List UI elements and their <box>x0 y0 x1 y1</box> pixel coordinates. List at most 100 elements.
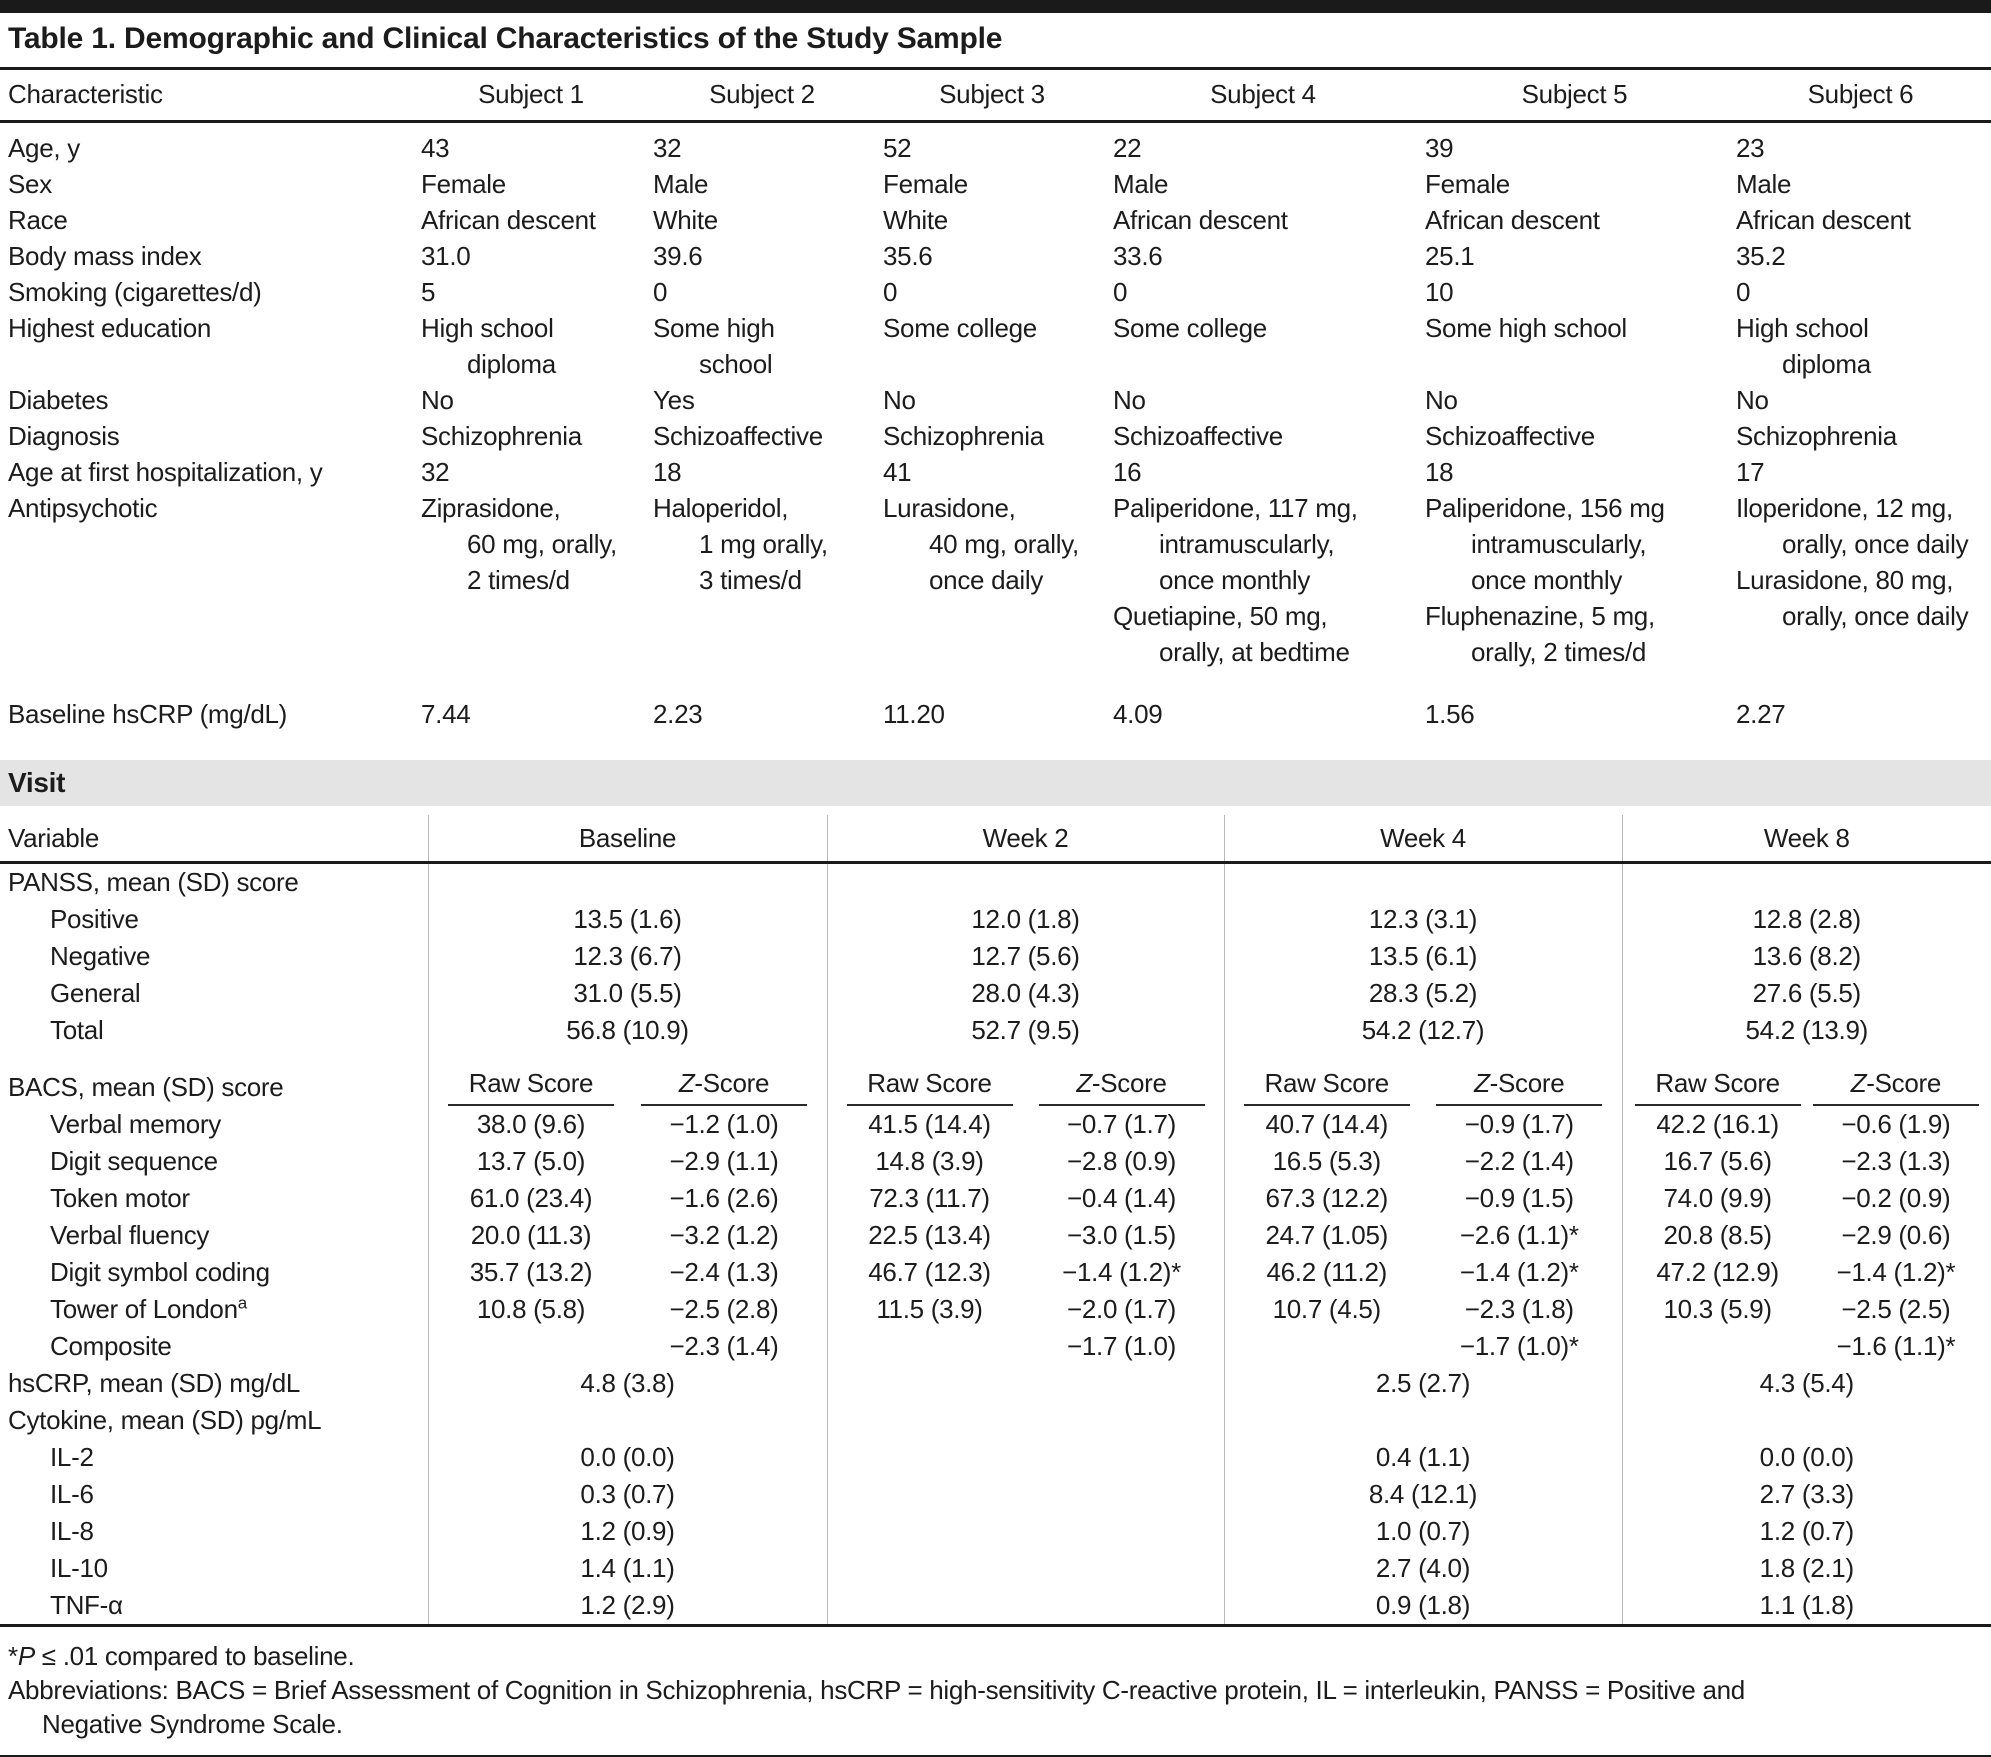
visit-cell: 4.8 (3.8) <box>427 1365 827 1402</box>
visit-cell: 40.7 (14.4) −0.9 (1.7) <box>1223 1106 1622 1143</box>
z-score-subheader: Z-Score <box>1812 1065 1979 1106</box>
demographics-cell: Some college <box>1107 310 1419 382</box>
demographics-cell: High school diploma <box>415 310 647 382</box>
z-score-subheader: Z-Score <box>1436 1065 1603 1106</box>
visit-header-row: Variable Baseline Week 2 Week 4 Week 8 <box>0 815 1991 864</box>
visit-section-label: Visit <box>8 767 66 798</box>
visit-cell: 27.6 (5.5) <box>1621 975 1991 1012</box>
raw-score-value: 72.3 (11.7) <box>869 1183 990 1213</box>
demographics-cell: 52 <box>877 122 1107 167</box>
visit-row: hsCRP, mean (SD) mg/dL 4.8 (3.8) 2.5 (2.7)… <box>0 1365 1991 1402</box>
cell-text: 17 <box>1736 457 1765 487</box>
demographics-cell: 22 <box>1107 122 1419 167</box>
visit-cell: 0.0 (0.0) <box>1621 1439 1991 1476</box>
visit-row: Digit sequence 13.7 (5.0) −2.9 (1.1) 14.8 (… <box>0 1143 1991 1180</box>
visit-cell: −1.6 (1.1)* <box>1621 1328 1991 1365</box>
z-score-value: −2.6 (1.1)* <box>1459 1220 1579 1250</box>
demographics-cell: Paliperidone, 156 mg intramuscularly, on… <box>1419 490 1730 670</box>
cell-text: Schizoaffective <box>1425 421 1595 451</box>
raw-z-pair: 10.8 (5.8) −2.5 (2.8) <box>435 1291 821 1328</box>
z-score-value: −0.6 (1.9) <box>1841 1109 1951 1139</box>
visit-row: Negative 12.3 (6.7) 12.7 (5.6) 13.5 (6.1) 13… <box>0 938 1991 975</box>
visit-cell: 74.0 (9.9) −0.2 (0.9) <box>1621 1180 1991 1217</box>
visit-cell <box>826 1587 1224 1624</box>
footnote-asterisk: * <box>8 1641 18 1671</box>
visit-row: IL-8 1.2 (0.9) 1.0 (0.7) 1.2 (0.7) <box>0 1513 1991 1550</box>
z-letter: Z <box>1474 1068 1490 1098</box>
visit-cell: 54.2 (12.7) <box>1223 1012 1622 1049</box>
raw-score-value: 67.3 (12.2) <box>1265 1183 1389 1213</box>
cell-text: Schizophrenia <box>883 421 1044 451</box>
visit-cell: 67.3 (12.2) −0.9 (1.5) <box>1223 1180 1622 1217</box>
z-score-value: −1.7 (1.0)* <box>1459 1331 1579 1361</box>
row-label: Diabetes <box>8 385 109 415</box>
row-label: Baseline hsCRP (mg/dL) <box>8 699 288 729</box>
z-letter: Z <box>1850 1068 1867 1098</box>
raw-z-pair: 67.3 (12.2) −0.9 (1.5) <box>1231 1180 1616 1217</box>
demographics-cell: 5 <box>415 274 647 310</box>
visit-cell: 1.4 (1.1) <box>427 1550 827 1587</box>
demographics-cell: 1.56 <box>1419 670 1730 732</box>
cell-text: 0 <box>883 277 898 307</box>
cell-text: Haloperidol, 1 mg orally, 3 times/d <box>653 493 828 595</box>
demographics-row: Diagnosis Schizophrenia Schizoaffective Sch… <box>0 418 1991 454</box>
visit-cell: Raw Score Z-Score <box>427 1049 827 1106</box>
visit-cell <box>1223 862 1622 901</box>
row-label: Digit symbol coding <box>50 1257 270 1287</box>
row-label: Race <box>8 205 68 235</box>
raw-z-pair: 16.7 (5.6) −2.3 (1.3) <box>1629 1143 1986 1180</box>
visit-cell <box>1621 1402 1991 1439</box>
demographics-cell: No <box>415 382 647 418</box>
row-label: Cytokine, mean (SD) pg/mL <box>8 1405 322 1435</box>
z-score-subheader-cell: Z-Score <box>1423 1065 1616 1106</box>
row-label: Positive <box>50 904 139 934</box>
cell-text: No <box>1113 385 1146 415</box>
z-rest: -Score <box>1489 1068 1565 1098</box>
z-score-subheader-cell: Z-Score <box>1026 1065 1218 1106</box>
column-header-subject-3: Subject 3 <box>877 70 1107 123</box>
column-header-visit-1: Baseline <box>427 815 827 864</box>
visit-cell: 16.5 (5.3) −2.2 (1.4) <box>1223 1143 1622 1180</box>
demographics-cell: Male <box>1730 166 1991 202</box>
cell-text: 10 <box>1425 277 1454 307</box>
demographics-cell: 0 <box>1107 274 1419 310</box>
visit-cell: Raw Score Z-Score <box>1223 1049 1622 1106</box>
raw-z-pair: 24.7 (1.05) −2.6 (1.1)* <box>1231 1217 1616 1254</box>
demographics-cell: 4.09 <box>1107 670 1419 732</box>
raw-score-value: 16.5 (5.3) <box>1272 1146 1382 1176</box>
visit-cell: 1.2 (0.7) <box>1621 1513 1991 1550</box>
demographics-cell: No <box>1419 382 1730 418</box>
demographics-cell: No <box>1107 382 1419 418</box>
z-score-value: −0.7 (1.7) <box>1066 1109 1176 1139</box>
visit-row: TNF-α 1.2 (2.9) 0.9 (1.8) 1.1 (1.8) <box>0 1587 1991 1624</box>
visit-cell: 28.3 (5.2) <box>1223 975 1622 1012</box>
demographics-cell: 33.6 <box>1107 238 1419 274</box>
z-score-value: −2.9 (0.6) <box>1841 1220 1951 1250</box>
demographics-row: Age at first hospitalization, y 32 18 41 16 1… <box>0 454 1991 490</box>
demographics-cell: Lurasidone, 40 mg, orally, once daily <box>877 490 1107 670</box>
visit-cell: 22.5 (13.4) −3.0 (1.5) <box>826 1217 1224 1254</box>
demographics-header-row: Characteristic Subject 1 Subject 2 Subject … <box>0 70 1991 123</box>
cell-text: 4.09 <box>1113 699 1163 729</box>
raw-score-value: 41.5 (14.4) <box>868 1109 991 1139</box>
demographics-cell: Some high school <box>1419 310 1730 382</box>
visit-cell: 31.0 (5.5) <box>427 975 827 1012</box>
footnote-significance-text: ≤ .01 compared to baseline. <box>34 1641 355 1671</box>
cell-text: 18 <box>1425 457 1454 487</box>
demographics-cell: Female <box>877 166 1107 202</box>
row-label: IL-10 <box>50 1553 108 1583</box>
visit-row: Verbal fluency 20.0 (11.3) −3.2 (1.2) 22.5 … <box>0 1217 1991 1254</box>
demographics-row: Sex Female Male Female Male Female Male <box>0 166 1991 202</box>
z-score-value: −2.3 (1.4) <box>669 1331 779 1361</box>
visit-row: Digit symbol coding 35.7 (13.2) −2.4 (1.3)… <box>0 1254 1991 1291</box>
visit-cell: 20.0 (11.3) −3.2 (1.2) <box>427 1217 827 1254</box>
visit-cell: 8.4 (12.1) <box>1223 1476 1622 1513</box>
z-letter: Z <box>1076 1068 1092 1098</box>
cell-text: 35.2 <box>1736 241 1786 271</box>
demographics-cell: White <box>877 202 1107 238</box>
raw-score-value: 22.5 (13.4) <box>868 1220 991 1250</box>
z-score-value: −0.9 (1.7) <box>1464 1109 1574 1139</box>
visit-cell: 13.5 (1.6) <box>427 901 827 938</box>
cell-text: Lurasidone, 80 mg, orally, once daily <box>1736 565 1969 631</box>
